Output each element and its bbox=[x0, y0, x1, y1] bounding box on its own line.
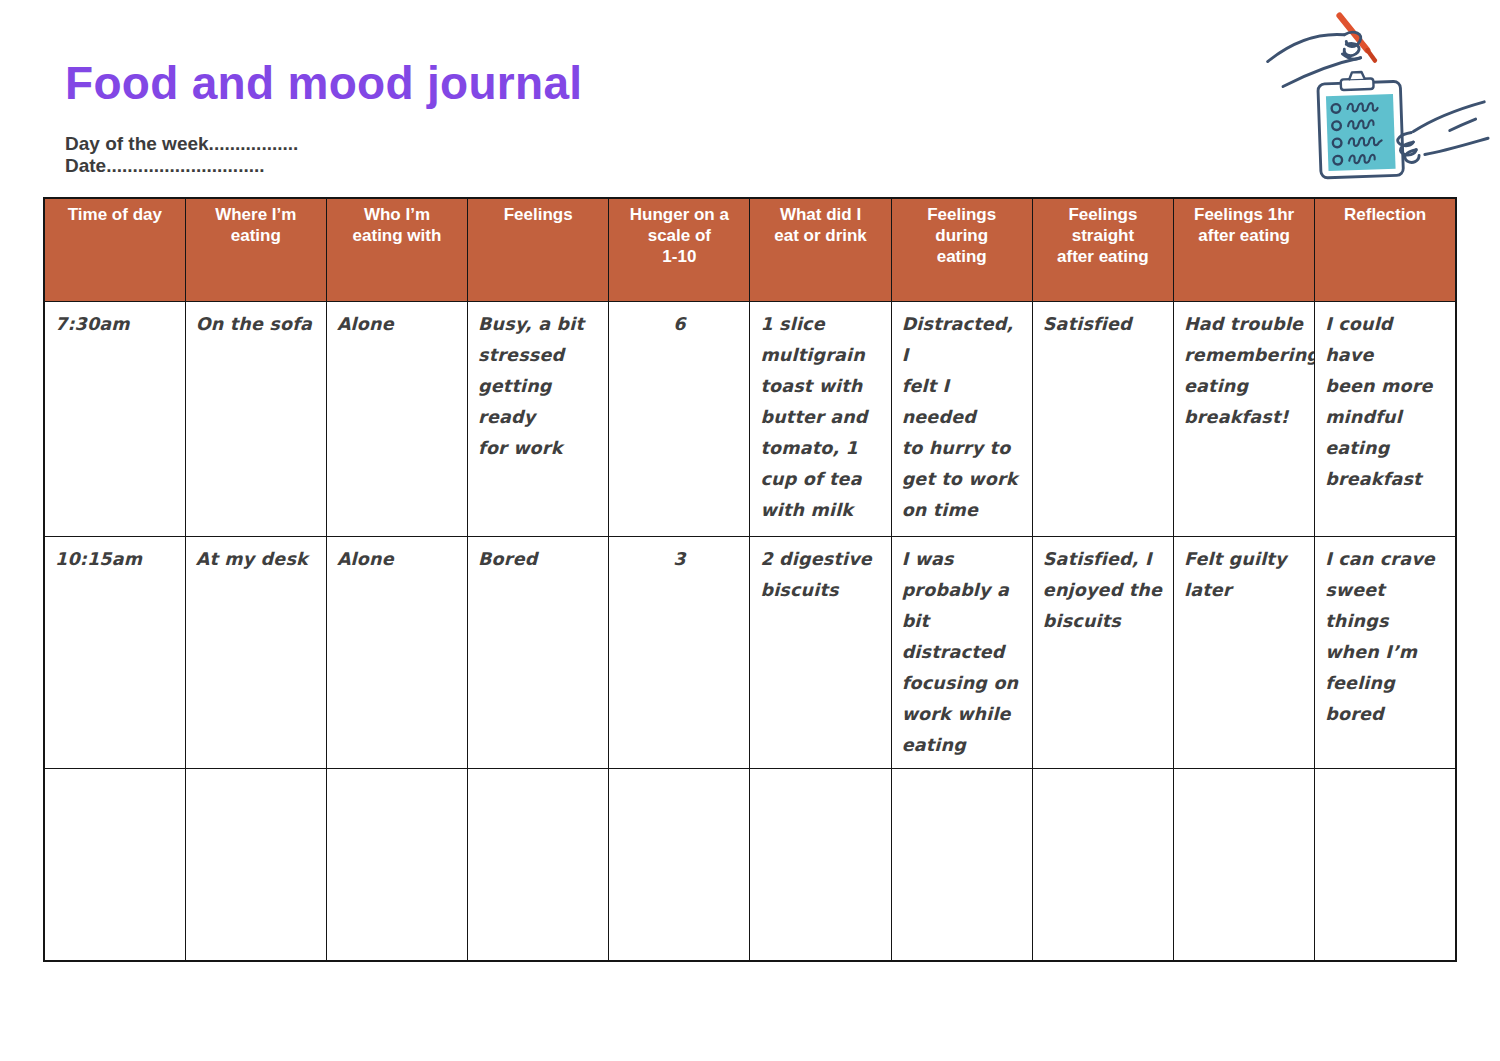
header-row: Time of day Where I’m eating Who I’m eat… bbox=[44, 198, 1456, 301]
cell-reflection bbox=[1315, 768, 1456, 961]
cell-feelings-straight-after bbox=[1032, 768, 1173, 961]
column-header-feelings-1hr-after: Feelings 1hr after eating bbox=[1174, 198, 1315, 301]
entry-row-1: 7:30am On the sofa Alone Busy, a bit str… bbox=[44, 301, 1456, 536]
column-header-feelings-straight-after: Feelings straight after eating bbox=[1032, 198, 1173, 301]
column-header-time-of-day: Time of day bbox=[44, 198, 185, 301]
clipboard-checklist-icon bbox=[1260, 2, 1490, 194]
column-header-hunger-scale: Hunger on a scale of 1-10 bbox=[609, 198, 750, 301]
cell-where: On the sofa bbox=[185, 301, 326, 536]
cell-feelings: Bored bbox=[468, 536, 609, 768]
food-mood-table: Time of day Where I’m eating Who I’m eat… bbox=[43, 197, 1457, 962]
cell-feelings-1hr-after: Felt guilty later bbox=[1174, 536, 1315, 768]
cell-time bbox=[44, 768, 185, 961]
column-header-who-with: Who I’m eating with bbox=[326, 198, 467, 301]
cell-where bbox=[185, 768, 326, 961]
cell-feelings-straight-after: Satisfied, I enjoyed the biscuits bbox=[1032, 536, 1173, 768]
column-header-reflection: Reflection bbox=[1315, 198, 1456, 301]
column-header-feelings-during: Feelings during eating bbox=[891, 198, 1032, 301]
cell-reflection: I could have been more mindful eating br… bbox=[1315, 301, 1456, 536]
cell-feelings bbox=[468, 768, 609, 961]
cell-feelings-straight-after: Satisfied bbox=[1032, 301, 1173, 536]
entry-row-empty bbox=[44, 768, 1456, 961]
cell-feelings: Busy, a bit stressed getting ready for w… bbox=[468, 301, 609, 536]
cell-hunger: 3 bbox=[609, 536, 750, 768]
cell-feelings-1hr-after: Had trouble remembering eating breakfast… bbox=[1174, 301, 1315, 536]
cell-food bbox=[750, 768, 891, 961]
date-label: Date.............................. bbox=[65, 155, 298, 177]
cell-food: 2 digestive biscuits bbox=[750, 536, 891, 768]
column-header-feelings: Feelings bbox=[468, 198, 609, 301]
cell-food: 1 slice multigrain toast with butter and… bbox=[750, 301, 891, 536]
meta-labels: Day of the week................. Date...… bbox=[65, 133, 298, 177]
page-title: Food and mood journal bbox=[65, 56, 582, 110]
entry-row-2: 10:15am At my desk Alone Bored 3 2 diges… bbox=[44, 536, 1456, 768]
cell-who: Alone bbox=[326, 536, 467, 768]
column-header-where-eating: Where I’m eating bbox=[185, 198, 326, 301]
food-mood-journal-page: Food and mood journal Day of the week...… bbox=[0, 0, 1500, 1061]
column-header-what-eat-drink: What did I eat or drink bbox=[750, 198, 891, 301]
day-of-week-label: Day of the week................. bbox=[65, 133, 298, 155]
cell-feelings-during: I was probably a bit distracted focusing… bbox=[891, 536, 1032, 768]
cell-feelings-1hr-after bbox=[1174, 768, 1315, 961]
cell-hunger bbox=[609, 768, 750, 961]
cell-reflection: I can crave sweet things when I’m feelin… bbox=[1315, 536, 1456, 768]
cell-time: 7:30am bbox=[44, 301, 185, 536]
cell-hunger: 6 bbox=[609, 301, 750, 536]
cell-feelings-during bbox=[891, 768, 1032, 961]
cell-where: At my desk bbox=[185, 536, 326, 768]
cell-feelings-during: Distracted, I felt I needed to hurry to … bbox=[891, 301, 1032, 536]
cell-who bbox=[326, 768, 467, 961]
cell-time: 10:15am bbox=[44, 536, 185, 768]
cell-who: Alone bbox=[326, 301, 467, 536]
